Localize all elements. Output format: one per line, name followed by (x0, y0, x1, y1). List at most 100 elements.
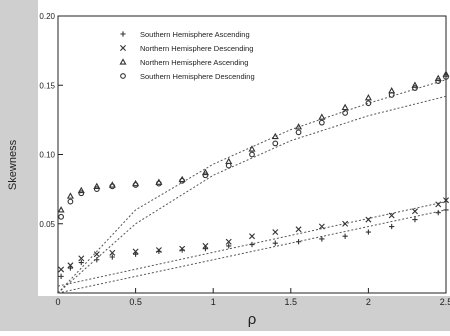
data-point-plus (272, 240, 278, 246)
data-point-circle (388, 92, 395, 98)
data-point-plus (67, 265, 74, 271)
x-tick-label: 2.5 (440, 297, 450, 307)
data-point-cross (93, 251, 100, 258)
fit-line-3 (57, 95, 447, 294)
data-point-cross (78, 255, 85, 262)
x-tick-label: 2 (366, 297, 371, 307)
legend-label: Northern Hemisphere Ascending (140, 58, 248, 67)
data-point-triangle (295, 123, 303, 130)
legend-marker-plus (120, 31, 126, 37)
x-axis-label: ρ (248, 311, 257, 328)
data-point-cross (132, 248, 139, 255)
x-tick-label: 0 (55, 297, 60, 307)
data-point-plus (435, 210, 441, 216)
data-point-triangle (57, 206, 65, 213)
data-point-triangle (271, 132, 279, 140)
data-point-cross (202, 242, 209, 249)
data-point-circle (295, 129, 302, 136)
data-point-cross (58, 266, 65, 273)
data-point-circle (78, 190, 85, 197)
data-point-cross (272, 229, 279, 236)
data-point-circle (67, 198, 74, 205)
data-point-cross (365, 216, 372, 223)
data-point-cross (388, 212, 395, 219)
data-point-triangle (341, 103, 349, 111)
data-point-cross (109, 249, 116, 256)
data-point-circle (318, 119, 325, 126)
y-tick-label: 0.10 (39, 151, 55, 160)
data-point-circle (155, 180, 162, 187)
y-tick-label: 0.20 (39, 12, 55, 21)
axis-ticks: 0 0.5 1 1.5 2 2.5 0.05 0.10 0.15 0.20 (39, 12, 450, 307)
data-point-cross (155, 247, 162, 254)
data-point-plus (78, 259, 84, 266)
y-tick-label: 0.05 (39, 220, 55, 229)
data-point-triangle (248, 145, 256, 152)
data-point-circle (202, 172, 209, 179)
legend-label: Southern Hemisphere Descending (140, 72, 255, 81)
fit-lines (57, 79, 447, 294)
data-point-plus (202, 246, 209, 252)
data-point-circle (225, 162, 232, 169)
data-point-cross (318, 223, 325, 230)
data-point-cross (443, 197, 449, 204)
legend-marker-cross (120, 45, 126, 51)
data-point-cross (179, 245, 186, 252)
data-point-plus (319, 236, 325, 242)
data-point-plus (295, 239, 302, 245)
data-point-plus (342, 233, 348, 239)
data-point-circle (365, 100, 372, 107)
data-point-plus (58, 273, 64, 279)
data-point-triangle (411, 81, 419, 88)
legend-marker-triangle (119, 58, 127, 65)
data-point-circle (412, 85, 418, 91)
data-point-circle (109, 183, 116, 190)
data-point-circle (132, 182, 139, 188)
data-point-plus (365, 229, 371, 235)
x-axis-band (0, 296, 450, 331)
data-point-plus (443, 207, 449, 213)
data-point-plus (412, 216, 418, 223)
data-point-plus (109, 254, 115, 260)
legend-label: Southern Hemisphere Ascending (140, 30, 250, 39)
data-point-circle (58, 213, 64, 220)
data-point-triangle (318, 113, 326, 120)
data-point-triangle (434, 74, 442, 81)
data-point-plus (133, 251, 139, 257)
data-point-triangle (66, 192, 74, 199)
data-point-triangle (77, 186, 85, 194)
data-point-plus (94, 257, 100, 263)
y-tick-label: 0.15 (39, 81, 55, 90)
data-point-circle (435, 78, 442, 84)
data-point-cross (295, 226, 302, 233)
legend: Southern Hemisphere Ascending Northern He… (119, 30, 255, 81)
data-point-cross (67, 262, 74, 269)
data-point-circle (179, 177, 186, 184)
data-point-circle (342, 110, 349, 116)
x-tick-label: 1 (211, 297, 216, 307)
data-point-plus (226, 243, 232, 249)
data-point-triangle (442, 70, 450, 77)
fit-line-4 (57, 79, 447, 294)
data-point-circle (443, 74, 449, 80)
x-tick-label: 0.5 (129, 297, 142, 307)
data-point-circle (272, 140, 279, 147)
data-point-cross (435, 201, 442, 208)
y-axis-label: Skewness (7, 139, 19, 190)
plot-area (57, 15, 447, 294)
data-point-circle (93, 186, 100, 193)
data-point-cross (342, 220, 349, 227)
x-tick-label: 1.5 (285, 297, 298, 307)
legend-marker-circle (120, 73, 126, 79)
data-point-circle (249, 151, 255, 158)
data-point-triangle (364, 93, 372, 101)
y-axis-band (0, 0, 38, 331)
data-point-plus (389, 223, 395, 230)
legend-label: Northern Hemisphere Descending (140, 44, 253, 53)
data-point-cross (411, 208, 418, 215)
data-markers (57, 70, 450, 279)
data-point-triangle (201, 168, 209, 176)
data-point-triangle (93, 182, 101, 189)
